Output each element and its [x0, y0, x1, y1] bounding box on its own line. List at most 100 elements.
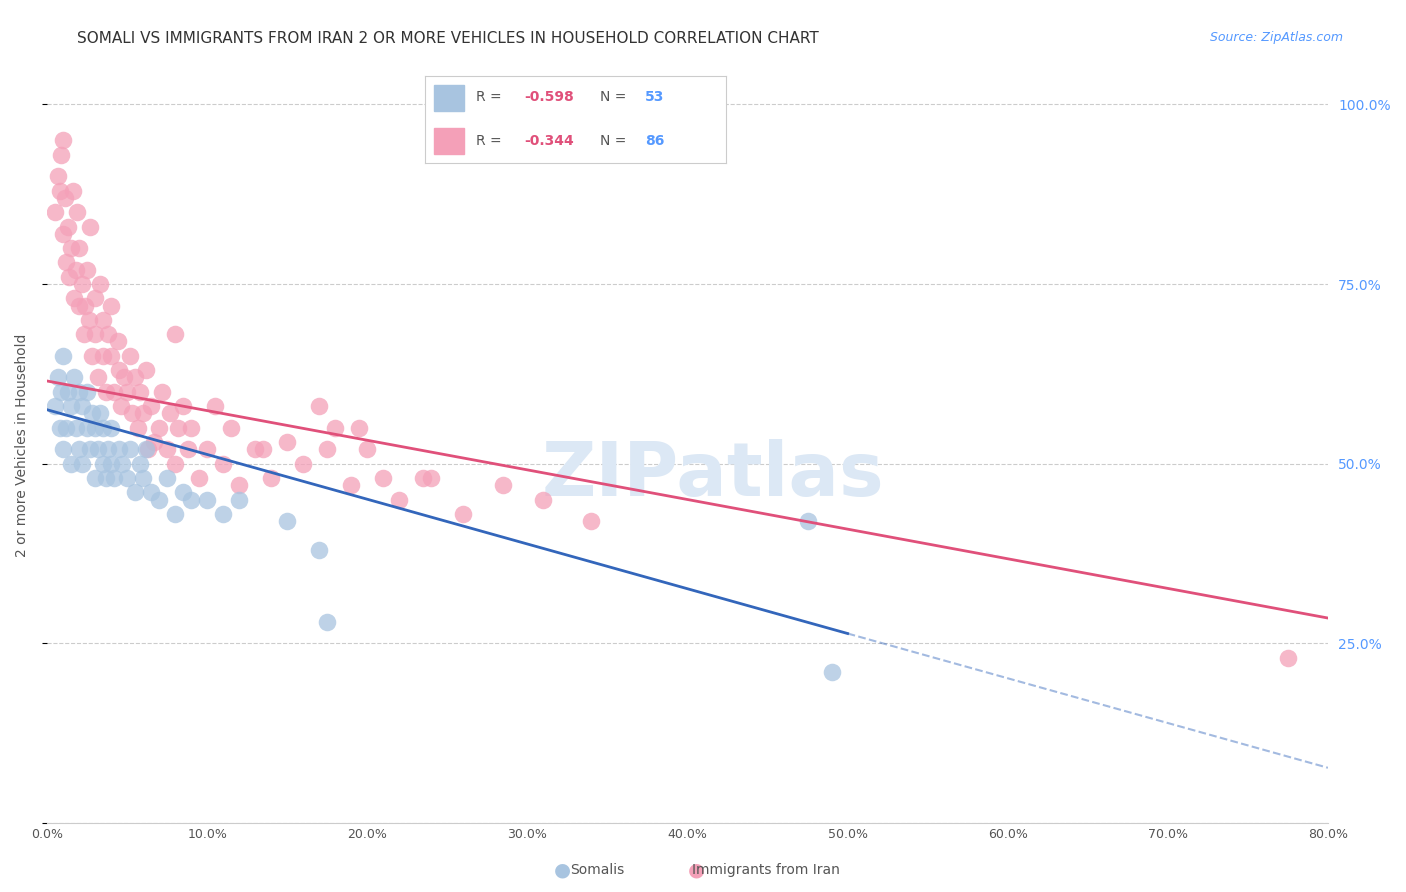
Point	[373, 471, 395, 485]
Point	[412, 471, 434, 485]
Point	[316, 442, 339, 457]
Point	[127, 420, 149, 434]
Point	[52, 442, 75, 457]
Point	[97, 327, 120, 342]
Text: ZIPatlas: ZIPatlas	[541, 440, 884, 512]
Point	[76, 262, 98, 277]
Point	[316, 615, 339, 629]
Point	[796, 514, 818, 528]
Point	[89, 406, 111, 420]
Point	[276, 435, 298, 450]
Point	[76, 384, 98, 399]
Point	[66, 205, 89, 219]
Point	[159, 406, 181, 420]
Text: ●: ●	[688, 860, 704, 880]
Point	[58, 269, 80, 284]
Point	[120, 442, 142, 457]
Point	[100, 349, 122, 363]
Point	[67, 442, 90, 457]
Text: Source: ZipAtlas.com: Source: ZipAtlas.com	[1209, 31, 1343, 45]
Point	[91, 457, 114, 471]
Point	[252, 442, 274, 457]
Point	[100, 457, 122, 471]
Point	[80, 406, 103, 420]
Point	[65, 262, 87, 277]
Point	[108, 442, 131, 457]
Point	[96, 384, 118, 399]
Point	[96, 471, 118, 485]
Point	[115, 471, 138, 485]
Point	[129, 457, 152, 471]
Point	[51, 147, 73, 161]
Point	[143, 435, 166, 450]
Point	[115, 384, 138, 399]
Point	[132, 406, 155, 420]
Point	[228, 478, 250, 492]
Point	[84, 292, 107, 306]
Point	[67, 241, 90, 255]
Point	[420, 471, 443, 485]
Point	[195, 442, 218, 457]
Point	[120, 349, 142, 363]
Point	[84, 420, 107, 434]
Point	[79, 219, 101, 234]
Point	[52, 133, 75, 147]
Point	[124, 485, 146, 500]
Point	[150, 384, 173, 399]
Point	[84, 327, 107, 342]
Point	[55, 255, 77, 269]
Text: Somalis: Somalis	[571, 863, 624, 877]
Point	[49, 420, 72, 434]
Point	[111, 457, 134, 471]
Point	[87, 442, 110, 457]
Point	[148, 492, 170, 507]
Text: ●: ●	[554, 860, 571, 880]
Point	[356, 442, 378, 457]
Text: Immigrants from Iran: Immigrants from Iran	[692, 863, 841, 877]
Point	[63, 370, 86, 384]
Point	[177, 442, 200, 457]
Point	[46, 370, 69, 384]
Point	[148, 420, 170, 434]
Point	[91, 313, 114, 327]
Point	[139, 399, 162, 413]
Point	[276, 514, 298, 528]
Point	[107, 334, 129, 349]
Point	[820, 665, 842, 679]
Point	[531, 492, 554, 507]
Point	[204, 399, 226, 413]
Point	[219, 420, 242, 434]
Point	[121, 406, 143, 420]
Point	[72, 457, 94, 471]
Point	[60, 457, 83, 471]
Point	[60, 399, 83, 413]
Point	[340, 478, 363, 492]
Point	[55, 420, 77, 434]
Point	[108, 363, 131, 377]
Point	[76, 420, 98, 434]
Point	[103, 384, 125, 399]
Point	[212, 507, 235, 521]
Point	[349, 420, 371, 434]
Point	[136, 442, 159, 457]
Point	[52, 349, 75, 363]
Point	[167, 420, 190, 434]
Point	[77, 313, 100, 327]
Point	[80, 349, 103, 363]
Point	[110, 399, 132, 413]
Point	[135, 363, 157, 377]
Point	[67, 299, 90, 313]
Point	[84, 471, 107, 485]
Point	[156, 471, 179, 485]
Point	[112, 370, 135, 384]
Point	[72, 399, 94, 413]
Point	[180, 420, 202, 434]
Point	[165, 457, 187, 471]
Point	[323, 420, 346, 434]
Point	[46, 169, 69, 184]
Point	[91, 349, 114, 363]
Point	[53, 191, 76, 205]
Point	[60, 241, 83, 255]
Point	[581, 514, 603, 528]
Point	[180, 492, 202, 507]
